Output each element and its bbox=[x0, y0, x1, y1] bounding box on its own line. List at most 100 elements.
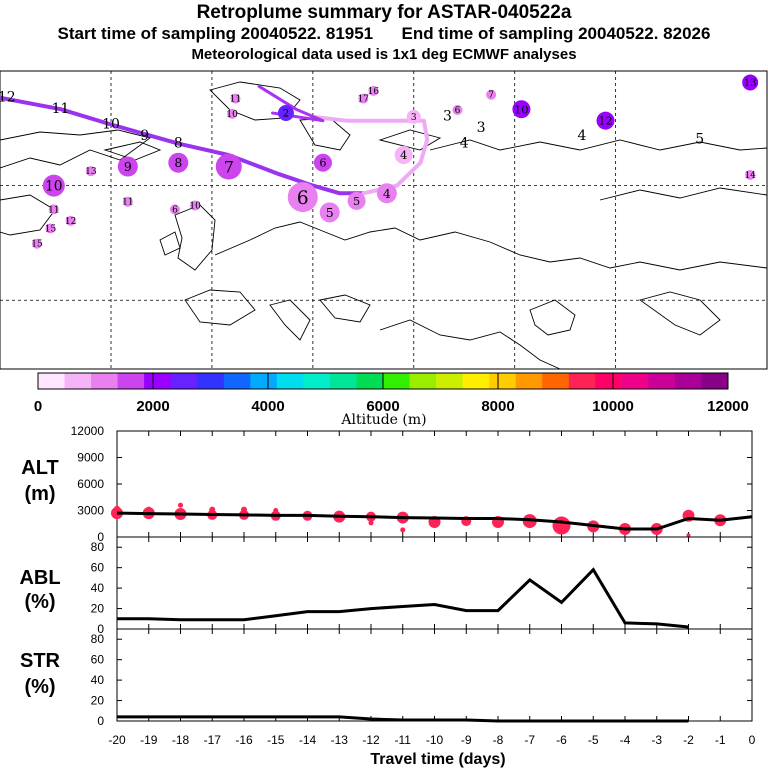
y-tick-label: 60 bbox=[91, 653, 105, 667]
panel-frame bbox=[116, 628, 753, 722]
x-tick-label: 0 bbox=[749, 733, 756, 747]
small-cluster-label: 6 bbox=[455, 106, 461, 116]
cluster-marker bbox=[596, 111, 615, 130]
y-tick-label: 9000 bbox=[77, 451, 104, 465]
trajectory-light bbox=[310, 114, 430, 196]
cluster-marker bbox=[319, 202, 340, 223]
colorbar-swatch bbox=[356, 373, 384, 389]
y-tick-label: 6000 bbox=[77, 477, 104, 491]
x-tick-label: -12 bbox=[362, 733, 380, 747]
x-axis: -20 -19 -18 -17 -16 -15 -14 -13 -12 -11 -10 -9 -8 -7-… bbox=[108, 733, 755, 768]
cluster-label: 13 bbox=[744, 78, 757, 89]
colorbar-swatch bbox=[383, 373, 411, 389]
x-tick-label: -5 bbox=[588, 733, 599, 747]
colorbar-swatch bbox=[329, 373, 357, 389]
panel-y-label: (%) bbox=[24, 591, 55, 613]
small-cluster-label: 15 bbox=[31, 240, 43, 250]
colorbar-swatch bbox=[595, 373, 623, 389]
str-panel: 80 60 40 20 0 STR (%) bbox=[20, 628, 753, 728]
small-cluster-marker bbox=[169, 204, 180, 215]
altitude-point bbox=[241, 506, 247, 513]
small-cluster-marker bbox=[368, 85, 379, 96]
trajectory-day-label: 8 bbox=[174, 135, 183, 151]
cluster-label: 8 bbox=[174, 155, 182, 170]
x-tick-label: -17 bbox=[204, 733, 222, 747]
coastlines bbox=[0, 81, 768, 370]
small-cluster-marker bbox=[32, 238, 43, 249]
small-cluster-marker bbox=[486, 89, 497, 100]
small-cluster-label: 17 bbox=[358, 95, 370, 105]
x-tick-label: -15 bbox=[267, 733, 285, 747]
cluster-marker bbox=[347, 191, 366, 210]
series-line bbox=[117, 715, 689, 723]
panel-y-label: ALT bbox=[21, 457, 58, 479]
cluster-marker bbox=[394, 146, 413, 165]
colorbar-swatch bbox=[64, 373, 92, 389]
y-tick-label: 0 bbox=[97, 714, 104, 728]
colorbar-tick-label: 10000 bbox=[592, 398, 634, 415]
x-tick-label: -1 bbox=[715, 733, 726, 747]
y-tick-label: 20 bbox=[91, 694, 105, 708]
y-tick-label: 80 bbox=[91, 540, 105, 554]
x-tick-label: -16 bbox=[235, 733, 253, 747]
cluster-marker bbox=[406, 109, 421, 124]
colorbar-swatch bbox=[276, 373, 304, 389]
cluster-label: 3 bbox=[411, 113, 417, 123]
small-cluster-label: 10 bbox=[226, 110, 238, 120]
small-cluster-marker bbox=[190, 200, 201, 211]
alt-panel: 12000 9000 6000 3000 0 ALT (m) bbox=[21, 424, 753, 544]
cluster-marker bbox=[215, 153, 242, 180]
colorbar-swatch bbox=[91, 373, 119, 389]
trajectory-day-label: 4 bbox=[460, 135, 469, 151]
colorbar-tick-label: 6000 bbox=[366, 398, 399, 415]
cluster-label: 2 bbox=[283, 109, 289, 120]
small-cluster-marker bbox=[48, 204, 59, 215]
colorbar-tick-label: 2000 bbox=[136, 398, 169, 415]
abl-panel: 80 60 40 20 0 ABL(%) bbox=[19, 536, 753, 636]
colorbar-swatch bbox=[515, 373, 543, 389]
colorbar-tick-label: 12000 bbox=[707, 398, 749, 415]
small-cluster-label: 14 bbox=[744, 171, 756, 181]
small-cluster-marker bbox=[45, 223, 56, 234]
y-tick-label: 40 bbox=[91, 581, 105, 595]
small-cluster-marker bbox=[358, 93, 369, 104]
trajectory-day-label: 12 bbox=[0, 90, 16, 106]
trajectory-day-label: 5 bbox=[695, 132, 704, 148]
cluster-label: 10 bbox=[514, 103, 528, 116]
colorbar-swatch bbox=[117, 373, 145, 389]
trajectory-day-label: 3 bbox=[443, 109, 452, 125]
meteo-subtitle: Meteorological data used is 1x1 deg ECMW… bbox=[191, 46, 577, 63]
panel-y-label: STR bbox=[20, 650, 61, 672]
small-cluster-label: 11 bbox=[122, 198, 133, 208]
y-tick-label: 3000 bbox=[77, 504, 104, 518]
panel-y-label: (%) bbox=[24, 676, 55, 698]
panel-frame bbox=[116, 536, 753, 630]
small-cluster-marker bbox=[230, 93, 241, 104]
colorbar-swatch bbox=[250, 373, 278, 389]
small-cluster-label: 6 bbox=[172, 205, 178, 215]
chart-title: Retroplume summary for ASTAR-040522a bbox=[196, 2, 572, 23]
colorbar-tick-label: 4000 bbox=[251, 398, 284, 415]
x-tick-label: -3 bbox=[651, 733, 662, 747]
colorbar-tick-label: 8000 bbox=[481, 398, 514, 415]
small-cluster-label: 15 bbox=[45, 224, 57, 234]
cluster-label: 12 bbox=[598, 115, 612, 128]
x-tick-label: -14 bbox=[299, 733, 317, 747]
small-cluster-label: 13 bbox=[85, 167, 97, 177]
cluster-marker bbox=[42, 174, 65, 197]
small-cluster-label: 16 bbox=[368, 87, 380, 97]
cluster-label: 5 bbox=[326, 205, 334, 220]
colorbar-swatch bbox=[462, 373, 490, 389]
small-cluster-marker bbox=[122, 196, 133, 207]
cluster-label: 4 bbox=[400, 149, 407, 162]
altitude-point bbox=[273, 508, 279, 513]
altitude-point bbox=[178, 502, 183, 508]
small-cluster-label: 7 bbox=[488, 91, 494, 101]
small-cluster-marker bbox=[227, 108, 238, 119]
trajectory-day-label: 9 bbox=[140, 128, 149, 144]
cluster-marker bbox=[117, 156, 138, 177]
x-tick-label: -8 bbox=[493, 733, 504, 747]
cluster-marker bbox=[313, 153, 332, 172]
